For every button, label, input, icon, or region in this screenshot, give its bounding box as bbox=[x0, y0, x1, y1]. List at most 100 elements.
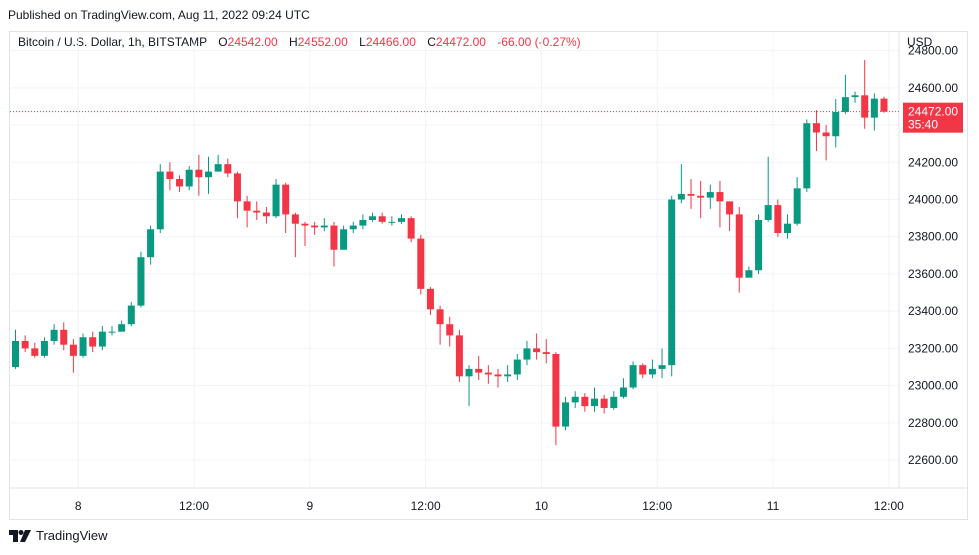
candle-body bbox=[137, 257, 145, 306]
candle-body bbox=[513, 359, 521, 375]
candle-body bbox=[494, 374, 502, 377]
candle bbox=[803, 119, 811, 193]
candle bbox=[639, 363, 647, 379]
candle-body bbox=[870, 98, 878, 118]
candle-body bbox=[581, 396, 589, 407]
candle-body bbox=[359, 219, 367, 226]
candle-body bbox=[118, 324, 126, 332]
candle-body bbox=[320, 225, 328, 228]
candle bbox=[629, 361, 637, 390]
price-tick-label: 22800.00 bbox=[908, 416, 958, 430]
candle-body bbox=[523, 348, 531, 360]
candle-body bbox=[706, 192, 714, 198]
candle-body bbox=[21, 340, 29, 349]
candle-body bbox=[330, 225, 338, 250]
candle bbox=[79, 333, 87, 358]
candle bbox=[330, 221, 338, 267]
candle-body bbox=[12, 340, 19, 368]
candle bbox=[619, 378, 627, 399]
time-tick-label: 12:00 bbox=[874, 499, 904, 513]
candle bbox=[533, 333, 541, 360]
candle bbox=[523, 340, 531, 366]
candle-body bbox=[262, 212, 270, 217]
chart-frame bbox=[9, 31, 968, 520]
candle-body bbox=[755, 219, 763, 271]
bar-countdown: 35:40 bbox=[908, 118, 938, 132]
candle-body bbox=[79, 337, 87, 356]
legend-open-label: O bbox=[218, 35, 228, 49]
candle bbox=[89, 331, 97, 353]
candle-body bbox=[697, 195, 705, 198]
candle-body bbox=[301, 223, 309, 226]
candle-body bbox=[156, 171, 164, 230]
candle-body bbox=[40, 340, 48, 356]
candle-body bbox=[832, 112, 840, 137]
candle bbox=[446, 316, 454, 347]
candle bbox=[755, 214, 763, 274]
price-tick-label: 23400.00 bbox=[908, 304, 958, 318]
candle-body bbox=[822, 132, 830, 137]
candle-body bbox=[214, 164, 222, 172]
candle bbox=[426, 286, 434, 315]
candle bbox=[658, 348, 666, 379]
candle-body bbox=[774, 205, 782, 234]
currency-label[interactable]: USD bbox=[907, 35, 933, 49]
legend-close-label: C bbox=[427, 35, 436, 49]
candle-body bbox=[639, 365, 647, 375]
candle bbox=[832, 99, 840, 148]
candle bbox=[764, 156, 772, 222]
candle bbox=[272, 179, 280, 219]
candle bbox=[340, 225, 348, 250]
candle bbox=[648, 359, 656, 379]
candle bbox=[12, 329, 19, 369]
candle-body bbox=[205, 171, 212, 178]
candle-body bbox=[127, 305, 135, 325]
candle-body bbox=[484, 372, 492, 375]
price-axis: 22600.00 22800.00 23000.00 23200.00 23400.00… bbox=[898, 32, 958, 488]
candle bbox=[417, 234, 425, 295]
candle bbox=[465, 365, 473, 407]
candle-body bbox=[388, 221, 396, 223]
candle-body bbox=[108, 331, 116, 333]
legend-open-value: 24542.00 bbox=[227, 35, 278, 49]
footer-brand[interactable]: TradingView bbox=[9, 528, 108, 543]
candle bbox=[282, 182, 290, 234]
candle-body bbox=[745, 270, 753, 278]
candle bbox=[118, 320, 126, 332]
candle bbox=[137, 251, 145, 308]
candle-body bbox=[610, 396, 618, 408]
candle bbox=[610, 391, 618, 410]
price-tick-label: 22600.00 bbox=[908, 453, 958, 467]
candle bbox=[60, 322, 68, 351]
candle bbox=[600, 394, 608, 414]
candle bbox=[455, 329, 463, 382]
candle bbox=[513, 353, 521, 381]
candle bbox=[69, 339, 77, 373]
time-tick-label: 12:00 bbox=[179, 499, 209, 513]
legend-low-label: L bbox=[359, 35, 366, 49]
candle-body bbox=[340, 229, 348, 250]
candle-body bbox=[31, 348, 39, 356]
candle-body bbox=[668, 199, 676, 366]
candle-body bbox=[311, 225, 319, 228]
candle bbox=[214, 154, 222, 172]
last-price-value: 24472.00 bbox=[908, 105, 958, 119]
candle bbox=[291, 212, 299, 258]
candle bbox=[774, 199, 782, 237]
candle bbox=[40, 337, 48, 358]
price-tick-label: 23600.00 bbox=[908, 267, 958, 281]
candle-body bbox=[426, 288, 434, 310]
candle bbox=[484, 365, 492, 384]
candle-body bbox=[407, 218, 415, 239]
candle bbox=[436, 305, 444, 345]
candle bbox=[697, 180, 705, 219]
candle bbox=[562, 396, 570, 431]
candle-body bbox=[436, 309, 444, 325]
candle-body bbox=[272, 184, 280, 217]
price-tick-label: 23200.00 bbox=[908, 341, 958, 355]
candle-body bbox=[455, 335, 463, 377]
candle bbox=[50, 324, 58, 345]
candle-body bbox=[841, 97, 849, 113]
time-tick-label: 12:00 bbox=[642, 499, 672, 513]
